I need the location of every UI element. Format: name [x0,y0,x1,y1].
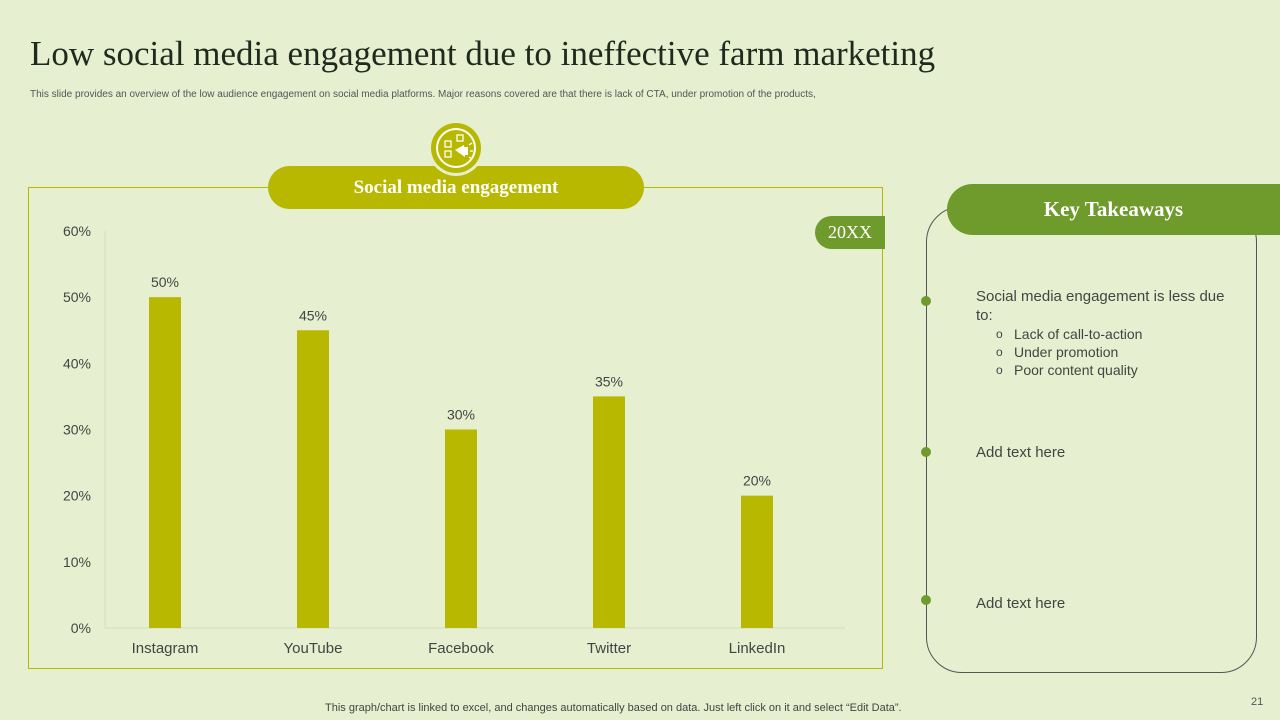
bullet-dot [921,447,931,457]
slide-subtitle: This slide provides an overview of the l… [30,89,816,100]
takeaway-bullet: Poor content quality [976,361,1226,379]
y-tick-label: 30% [63,422,91,438]
x-tick-label: Twitter [587,640,631,657]
y-tick-label: 60% [63,223,91,239]
y-tick-label: 0% [71,620,91,636]
bar [445,429,477,628]
y-tick-label: 50% [63,289,91,305]
page-number: 21 [1251,696,1264,708]
bullet-dot [921,296,931,306]
takeaway-bullet: Lack of call-to-action [976,325,1226,343]
bar-value-label: 35% [595,373,623,389]
slide-title: Low social media engagement due to ineff… [30,34,936,73]
footer-note: This graph/chart is linked to excel, and… [325,702,902,714]
bar-value-label: 45% [299,307,327,323]
takeaway-bullet-list: Lack of call-to-action Under promotion P… [976,325,1226,379]
takeaways-header: Key Takeaways [947,184,1280,235]
takeaway-item-1: Social media engagement is less due to: … [976,287,1226,379]
bar [149,297,181,628]
bar [741,495,773,628]
bar-value-label: 50% [151,274,179,290]
bar [593,396,625,628]
x-tick-label: YouTube [284,640,343,657]
megaphone-chart-icon [428,120,484,176]
y-tick-label: 20% [63,488,91,504]
takeaway-item-text: Social media engagement is less due to: [976,288,1225,324]
bar-value-label: 30% [447,407,475,423]
x-tick-label: Facebook [428,640,494,657]
x-tick-label: LinkedIn [729,640,786,657]
takeaway-item-2: Add text here [976,444,1066,461]
takeaway-item-3: Add text here [976,595,1066,612]
takeaway-bullet: Under promotion [976,343,1226,361]
bar-value-label: 20% [743,473,771,489]
y-tick-label: 10% [63,554,91,570]
y-tick-label: 40% [63,355,91,371]
x-tick-label: Instagram [132,640,199,657]
bullet-dot [921,595,931,605]
year-tab: 20XX [815,216,885,249]
bar [297,330,329,628]
